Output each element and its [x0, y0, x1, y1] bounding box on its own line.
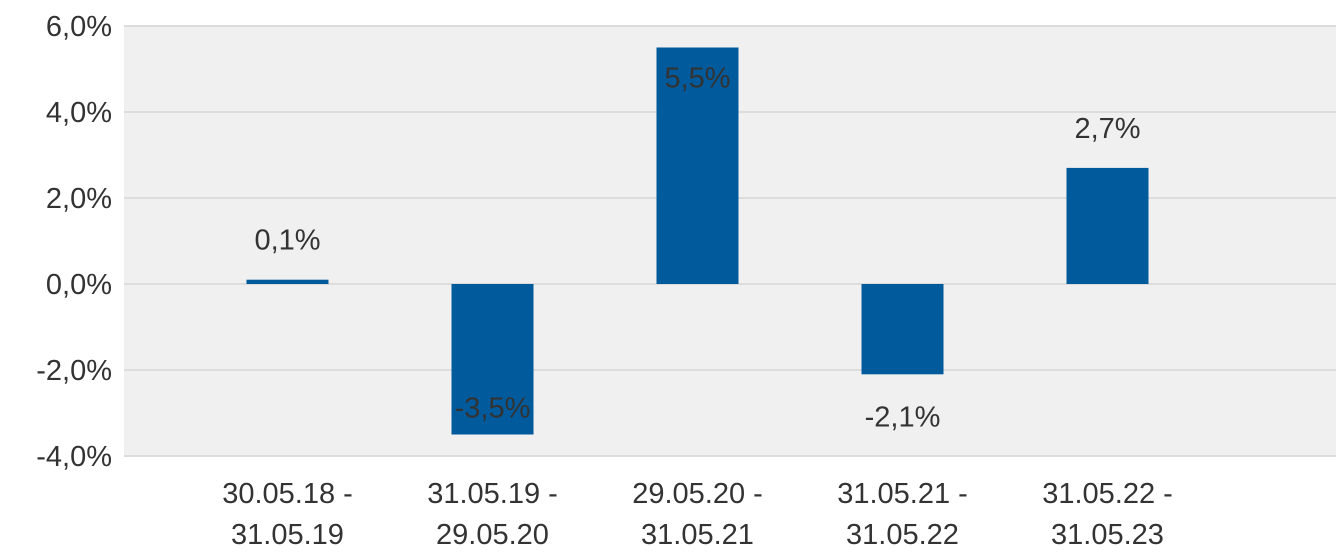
x-category-label: 31.05.19: [231, 519, 344, 551]
data-labels: 0,1% -3,5% 5,5% -2,1% 2,7%: [254, 63, 1140, 434]
x-category-label: 30.05.18 -: [222, 478, 353, 510]
y-axis-tick-labels: 6,0% 4,0% 2,0% 0,0% -2,0% -4,0%: [36, 11, 112, 473]
y-tick-label: 6,0%: [46, 11, 112, 43]
x-category-label: 31.05.23: [1051, 519, 1164, 551]
x-category-label: 31.05.21 -: [837, 478, 968, 510]
data-label: 5,5%: [664, 63, 730, 95]
bar: [656, 47, 739, 284]
bar: [861, 284, 944, 375]
x-category-label: 31.05.22: [846, 519, 959, 551]
data-label: 2,7%: [1074, 113, 1140, 145]
data-label: -2,1%: [865, 401, 941, 433]
bar: [246, 279, 329, 284]
data-label: -3,5%: [455, 393, 531, 425]
x-category-label: 31.05.21: [641, 519, 754, 551]
x-category-label: 31.05.19 -: [427, 478, 558, 510]
bar: [1066, 167, 1149, 284]
y-tick-label: 4,0%: [46, 97, 112, 129]
x-category-label: 31.05.22 -: [1042, 478, 1173, 510]
x-category-label: 29.05.20 -: [632, 478, 763, 510]
x-category-label: 29.05.20: [436, 519, 549, 551]
y-tick-label: -4,0%: [36, 441, 112, 473]
x-axis-category-labels: 30.05.18 - 31.05.19 31.05.19 - 29.05.20 29.0…: [222, 478, 1173, 551]
bar: [451, 284, 534, 435]
y-tick-label: 2,0%: [46, 183, 112, 215]
y-tick-label: 0,0%: [46, 269, 112, 301]
data-label: 0,1%: [254, 225, 320, 257]
bars: [246, 47, 1149, 435]
y-tick-label: -2,0%: [36, 355, 112, 387]
